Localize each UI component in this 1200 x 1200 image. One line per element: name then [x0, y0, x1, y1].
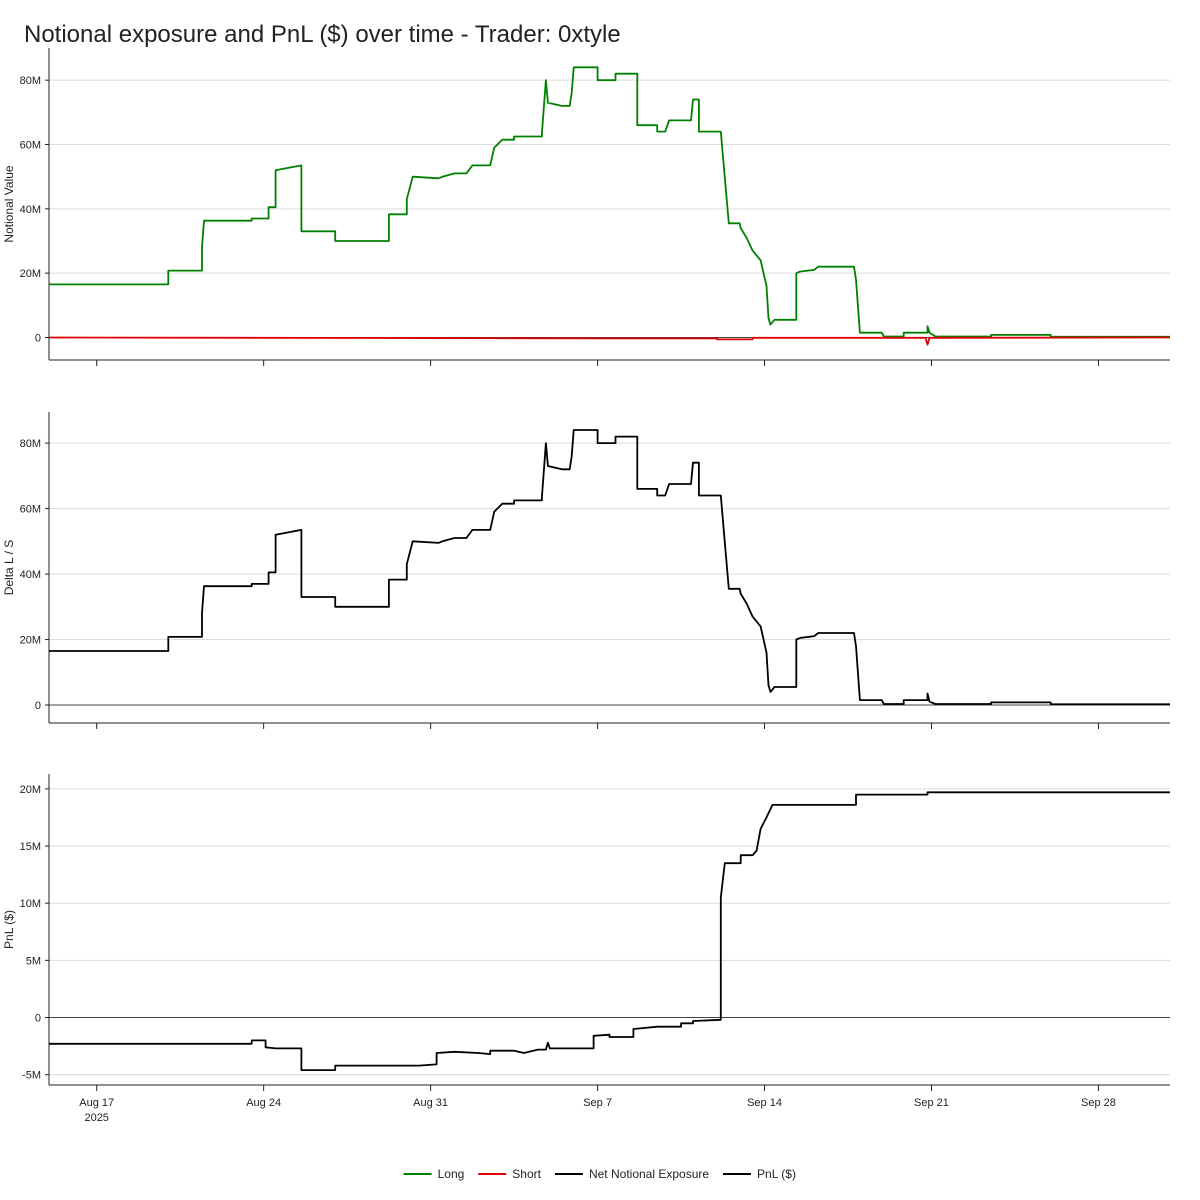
x-tick-label: Aug 17	[79, 1097, 114, 1109]
legend-label: Short	[512, 1167, 541, 1181]
chart-title: Notional exposure and PnL ($) over time …	[24, 21, 621, 48]
y-tick-label: 0	[35, 700, 41, 712]
panel-3: -5M 0 5M 10M 15M 20M Aug 17 2025 Aug 24 Aug 31 Sep…	[2, 774, 1170, 1124]
y-tick-label: 80M	[20, 438, 41, 450]
y-tick-label: 15M	[20, 841, 41, 853]
y-tick-label: 60M	[20, 139, 41, 151]
chart-panels: 0 20M 40M 60M 80M Notional Value 0 20M 40M 60M 80M…	[2, 48, 1171, 1124]
y-tick-label: 20M	[20, 635, 41, 647]
x-tick-label: Sep 21	[914, 1097, 949, 1109]
y-tick-label: 20M	[20, 784, 41, 796]
chart-legend: Long Short Net Notional Exposure PnL ($)	[403, 1167, 796, 1181]
x-tick-label: Sep 14	[747, 1097, 782, 1109]
y-axis-label: Delta L / S	[2, 540, 16, 596]
x-tick-label: Sep 28	[1081, 1097, 1116, 1109]
series-line-net-notional-exposure	[49, 429, 1170, 706]
y-axis-label: Notional Value	[2, 165, 16, 242]
panel-2: 0 20M 40M 60M 80M Delta L / S	[2, 412, 1170, 729]
legend-item: Net Notional Exposure	[554, 1167, 709, 1181]
legend-label: Net Notional Exposure	[589, 1167, 709, 1181]
legend-label: Long	[438, 1167, 465, 1181]
x-tick-label: Aug 24	[246, 1097, 281, 1109]
y-tick-label: 20M	[20, 268, 41, 280]
series-line-short	[48, 336, 1171, 346]
x-tick-label: Aug 31	[413, 1097, 448, 1109]
y-tick-label: -5M	[22, 1070, 41, 1082]
series-line-pnl	[49, 791, 1170, 1071]
y-tick-label: 0	[35, 332, 41, 344]
legend-item: PnL ($)	[723, 1167, 796, 1181]
legend-label: PnL ($)	[757, 1167, 796, 1181]
y-axis-label: PnL ($)	[2, 910, 16, 949]
x-tick-sublabel: 2025	[84, 1112, 108, 1124]
y-tick-label: 40M	[20, 569, 41, 581]
y-tick-label: 80M	[20, 75, 41, 87]
x-tick-label: Sep 7	[583, 1097, 612, 1109]
panel-1: 0 20M 40M 60M 80M Notional Value	[2, 48, 1171, 366]
y-tick-label: 5M	[26, 955, 41, 967]
y-tick-label: 40M	[20, 204, 41, 216]
legend-item: Long	[403, 1167, 465, 1181]
y-tick-label: 60M	[20, 504, 41, 516]
legend-item: Short	[478, 1167, 542, 1181]
series-line-long	[49, 66, 1170, 338]
y-tick-label: 0	[35, 1013, 41, 1025]
y-tick-label: 10M	[20, 898, 41, 910]
